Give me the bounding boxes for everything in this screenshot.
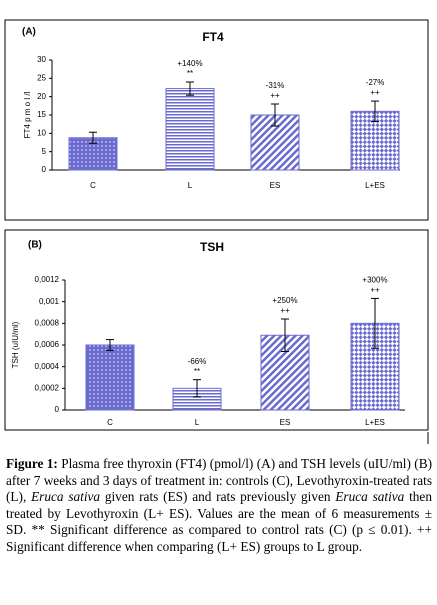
x-tick-label: ES <box>270 181 281 190</box>
panel-border <box>4 229 429 431</box>
percent-label: -66% <box>188 357 207 366</box>
x-tick-label: L <box>188 181 193 190</box>
bar <box>165 88 215 171</box>
caption-text: Eruca sativa <box>335 489 405 505</box>
caption-label: Figure 1: <box>6 456 58 471</box>
percent-label: -31% <box>266 81 285 90</box>
y-tick-label: 0,0008 <box>35 318 60 327</box>
y-tick-label: 10 <box>37 128 46 137</box>
y-tick-label: 0,001 <box>39 297 60 306</box>
significance-label: ++ <box>270 91 280 100</box>
x-tick-label: L+ES <box>365 418 385 427</box>
chart-title: FT4 <box>202 30 224 44</box>
y-tick-label: 0,0006 <box>35 340 60 349</box>
significance-label: ** <box>194 367 200 376</box>
caption: Figure 1: Plasma free thyroxin (FT4) (pm… <box>6 456 432 556</box>
x-tick-label: C <box>107 418 113 427</box>
bar <box>85 344 135 411</box>
panel-label: (A) <box>22 27 36 38</box>
percent-label: +250% <box>272 296 297 305</box>
caption-text: then treated by Levothyroxin (L+ ES). Va… <box>6 489 432 554</box>
x-tick-label: L <box>195 418 200 427</box>
y-tick-label: 0 <box>55 405 60 414</box>
panel-border <box>4 19 429 221</box>
y-tick-label: 15 <box>37 110 46 119</box>
significance-label: ++ <box>280 306 290 315</box>
panel-label: (B) <box>28 240 42 251</box>
x-tick-label: L+ES <box>365 181 385 190</box>
percent-label: +140% <box>177 59 202 68</box>
x-tick-label: ES <box>280 418 291 427</box>
y-tick-label: 0,0004 <box>35 362 60 371</box>
chart-title: TSH <box>200 240 224 254</box>
significance-label: ++ <box>370 286 380 295</box>
percent-label: -27% <box>366 78 385 87</box>
percent-label: +300% <box>362 276 387 285</box>
x-tick-label: C <box>90 181 96 190</box>
y-tick-label: 25 <box>37 73 46 82</box>
caption-text: Eruca sativa <box>31 489 101 505</box>
caption-text: Plasma free thyroxin (FT4) (pmol/l) (A) … <box>6 456 432 505</box>
y-tick-label: 20 <box>37 92 46 101</box>
y-tick-label: 30 <box>37 55 46 64</box>
significance-label: ++ <box>370 88 380 97</box>
y-tick-label: 0,0012 <box>35 275 60 284</box>
y-tick-label: 5 <box>42 147 47 156</box>
y-tick-label: 0,0002 <box>35 383 60 392</box>
significance-label: ** <box>187 69 193 78</box>
y-axis-label: FT4 p m o l /l <box>23 91 32 138</box>
y-axis-label: TSH (uIU/ml) <box>11 321 20 368</box>
y-tick-label: 0 <box>42 165 47 174</box>
caption-text: given rats (ES) and rats previously give… <box>100 489 336 505</box>
